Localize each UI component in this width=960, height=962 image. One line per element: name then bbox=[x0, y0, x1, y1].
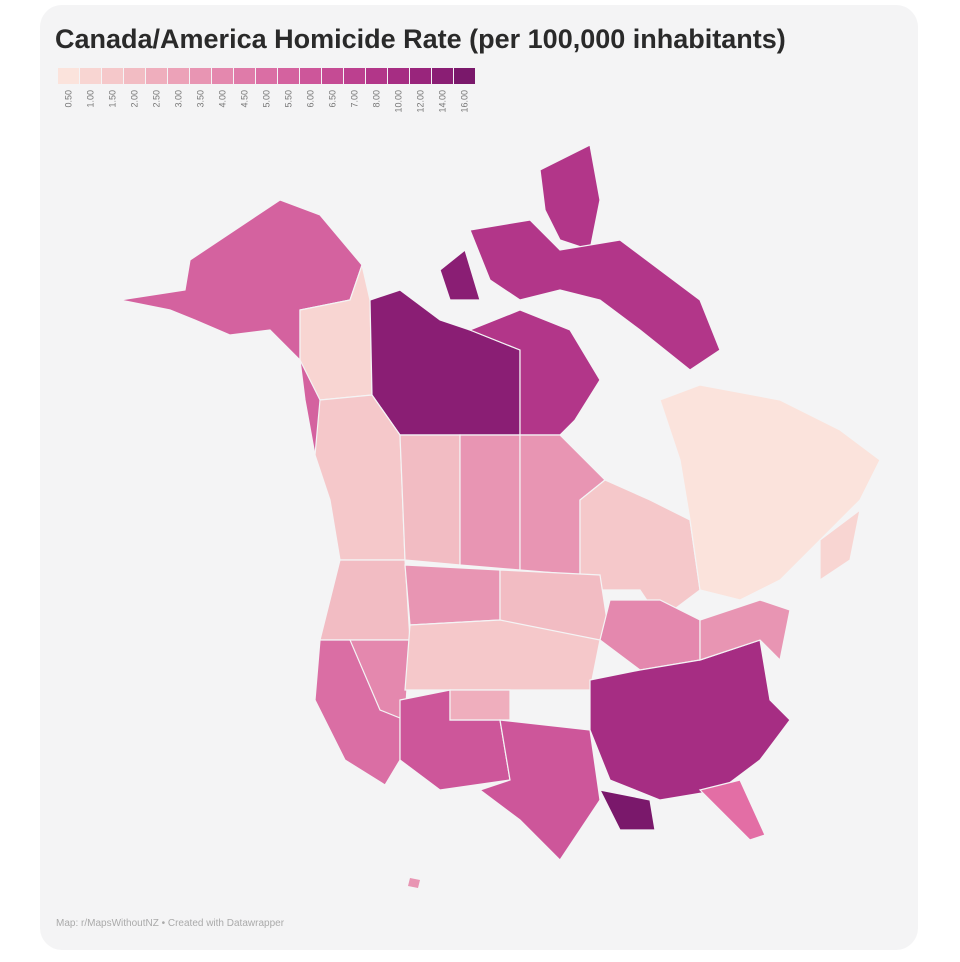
region bbox=[459, 434, 521, 571]
legend-swatch bbox=[410, 68, 431, 84]
footer: Map: r/MapsWithoutNZ • Created with Data… bbox=[56, 918, 285, 929]
region bbox=[698, 779, 766, 841]
legend-label: 1.00 bbox=[85, 90, 95, 108]
legend-label: 1.50 bbox=[107, 90, 117, 108]
legend-swatch bbox=[388, 68, 409, 84]
legend-swatch bbox=[146, 68, 167, 84]
legend-label: 3.00 bbox=[173, 90, 183, 108]
region bbox=[404, 564, 501, 626]
legend-label: 2.00 bbox=[129, 90, 139, 108]
legend-label: 6.00 bbox=[305, 90, 315, 108]
region bbox=[599, 599, 701, 671]
region bbox=[469, 219, 721, 371]
legend-swatch bbox=[432, 68, 453, 84]
legend-label: 4.00 bbox=[217, 90, 227, 108]
legend-label: 5.50 bbox=[283, 90, 293, 108]
region bbox=[449, 689, 511, 721]
legend-label: 6.50 bbox=[327, 90, 337, 108]
legend-swatch bbox=[300, 68, 321, 84]
region bbox=[408, 878, 420, 888]
region bbox=[478, 719, 601, 861]
legend-swatch bbox=[124, 68, 145, 84]
region bbox=[819, 508, 861, 582]
map bbox=[119, 144, 881, 888]
region bbox=[468, 309, 601, 436]
region bbox=[319, 559, 411, 641]
region bbox=[589, 639, 791, 801]
legend-swatch bbox=[234, 68, 255, 84]
region bbox=[598, 789, 656, 831]
legend-swatch bbox=[344, 68, 365, 84]
region bbox=[699, 599, 791, 662]
legend-swatch bbox=[168, 68, 189, 84]
legend-label: 2.50 bbox=[151, 90, 161, 108]
legend-swatch bbox=[80, 68, 101, 84]
region bbox=[369, 289, 521, 436]
legend-swatch bbox=[212, 68, 233, 84]
legend-label: 5.00 bbox=[261, 90, 271, 108]
legend-swatch bbox=[256, 68, 277, 84]
legend-label: 12.00 bbox=[415, 90, 425, 113]
legend-swatch bbox=[102, 68, 123, 84]
legend-swatch bbox=[366, 68, 387, 84]
legend-label: 10.00 bbox=[393, 90, 403, 113]
legend-label: 7.00 bbox=[349, 90, 359, 108]
region bbox=[399, 434, 461, 566]
legend-label: 3.50 bbox=[195, 90, 205, 108]
legend-swatch bbox=[58, 68, 79, 84]
legend-label: 8.00 bbox=[371, 90, 381, 108]
legend-label: 14.00 bbox=[437, 90, 447, 113]
legend-label: 4.50 bbox=[239, 90, 249, 108]
legend-label: 16.00 bbox=[459, 90, 469, 113]
legend: 0.50 1.00 1.50 2.00 2.50 3.00 3.50 4.00 4.50 5.00… bbox=[58, 68, 475, 113]
region bbox=[119, 199, 363, 362]
legend-swatch bbox=[322, 68, 343, 84]
legend-label: 0.50 bbox=[63, 90, 73, 108]
legend-swatch bbox=[454, 68, 475, 84]
region bbox=[439, 248, 481, 301]
legend-swatch bbox=[278, 68, 299, 84]
region bbox=[539, 144, 601, 251]
legend-swatch bbox=[190, 68, 211, 84]
map-title: Canada/America Homicide Rate (per 100,00… bbox=[55, 24, 786, 54]
